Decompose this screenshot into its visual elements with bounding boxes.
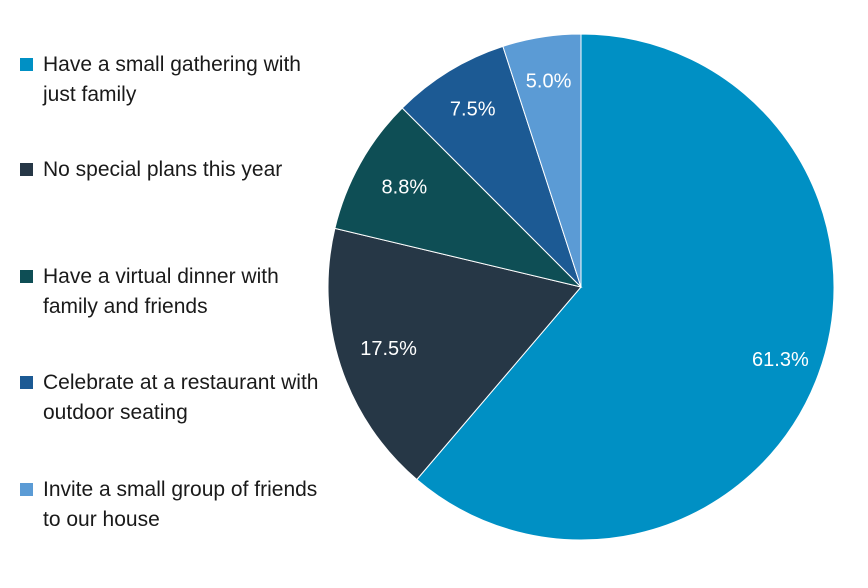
pie-slice-restaurant-outdoor [401,45,582,288]
chart-legend: Have a small gathering with just family … [20,0,330,588]
data-label-no-special-plans: 17.5% [360,338,417,360]
legend-item-invite-friends: Invite a small group of friends to our h… [20,475,328,535]
legend-label: Celebrate at a restaurant with outdoor s… [43,371,319,424]
legend-swatch [20,270,33,283]
pie-slice-invite-friends [502,33,582,288]
pie-slice-no-special-plans [327,227,582,481]
legend-swatch [20,376,33,389]
pie-slice-virtual-dinner [334,107,583,288]
legend-swatch [20,163,33,176]
data-label-small-gathering: 61.3% [752,349,809,371]
legend-item-small-gathering: Have a small gathering with just family [20,50,328,110]
legend-swatch [20,58,33,71]
data-label-invite-friends: 5.0% [526,70,572,92]
legend-label: Have a small gathering with just family [43,53,301,106]
legend-item-no-special-plans: No special plans this year [20,155,328,185]
legend-item-virtual-dinner: Have a virtual dinner with family and fr… [20,262,328,322]
legend-label: Invite a small group of friends to our h… [43,478,318,531]
legend-item-restaurant-outdoor: Celebrate at a restaurant with outdoor s… [20,368,328,428]
pie-slice-small-gathering [416,33,835,541]
legend-label: No special plans this year [43,158,283,181]
data-label-virtual-dinner: 8.8% [382,176,428,198]
data-label-restaurant-outdoor: 7.5% [450,98,496,120]
legend-label: Have a virtual dinner with family and fr… [43,265,279,318]
legend-swatch [20,483,33,496]
